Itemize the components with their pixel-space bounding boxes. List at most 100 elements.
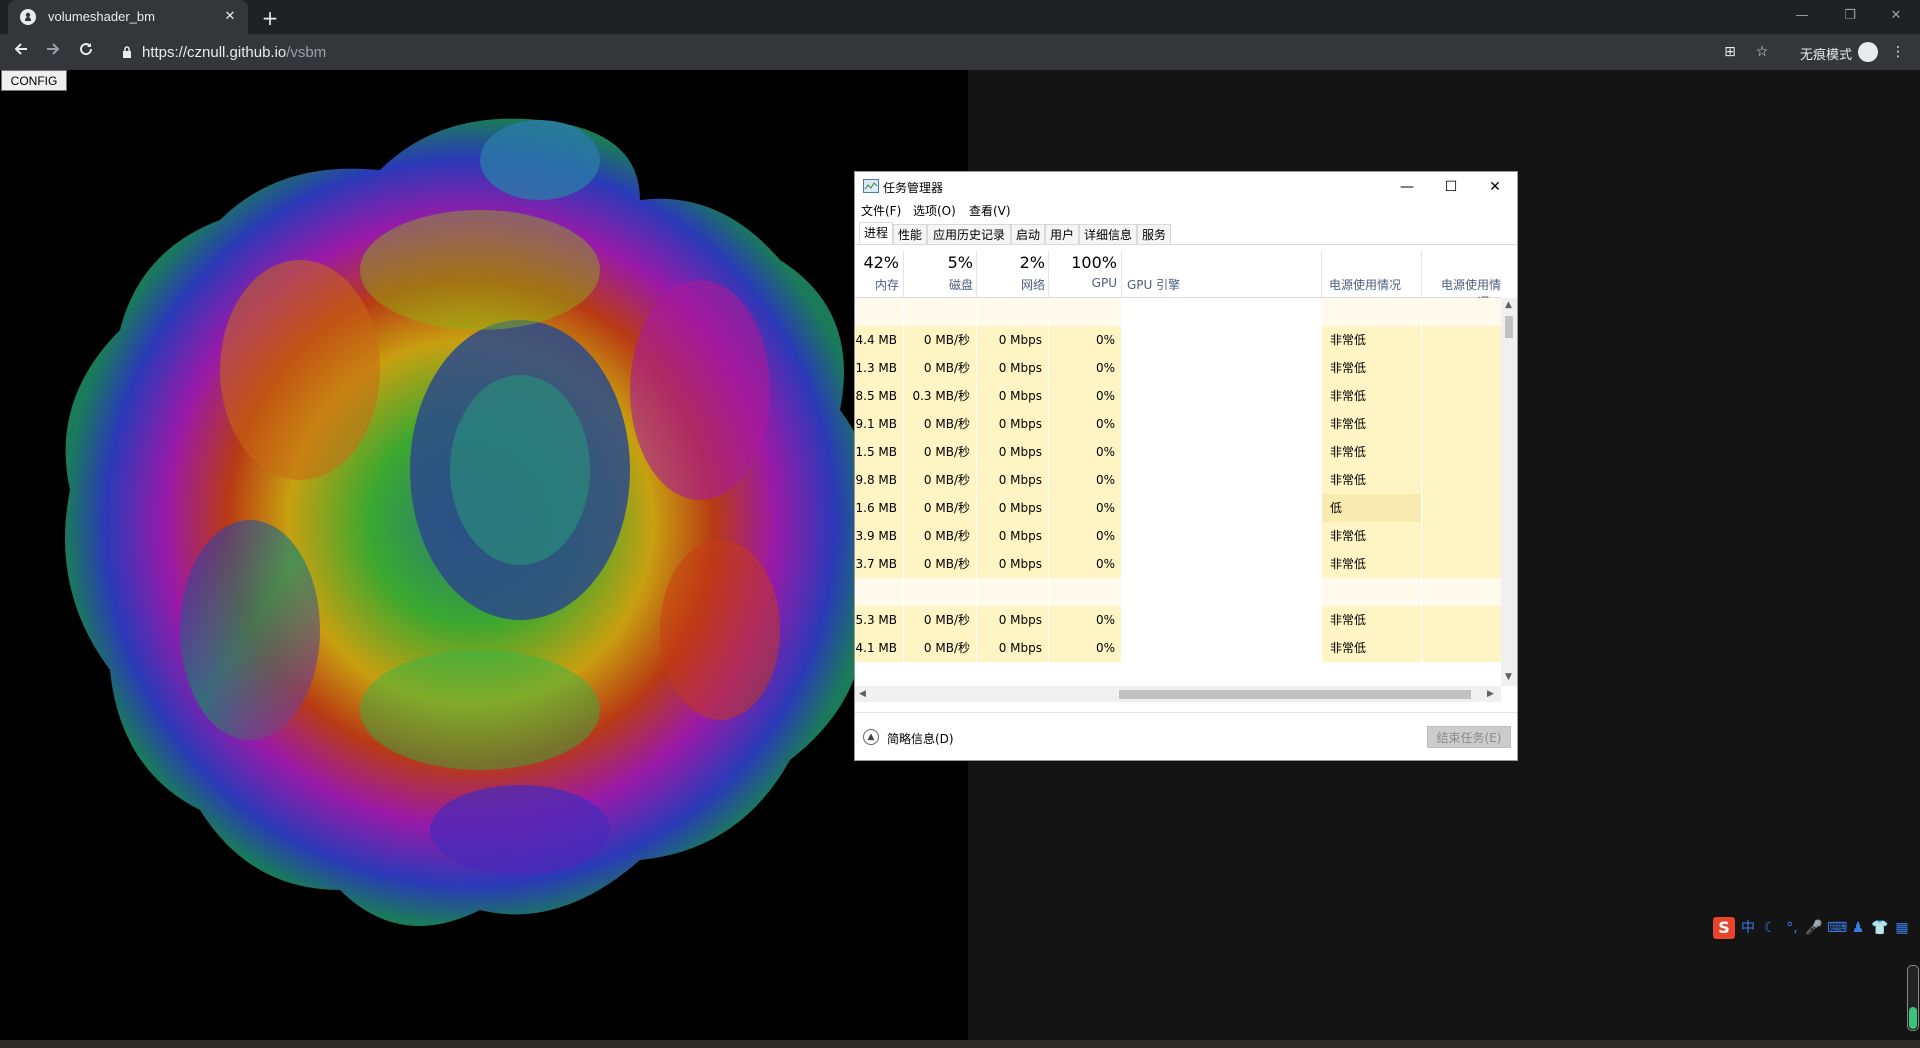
ime-toolbox-icon[interactable]: ▦ [1895,920,1909,936]
cell-eng [1122,382,1321,410]
column-divider[interactable] [1421,251,1422,297]
process-row[interactable] [855,298,1501,326]
minimize-button[interactable]: — [1795,8,1809,23]
fewer-details-link[interactable]: 简略信息(D) [887,732,954,746]
cell-trend [1422,634,1501,662]
process-row[interactable]: 1.3 MB 0 MB/秒 0 Mbps 0% 非常低 [855,354,1501,382]
tab-services[interactable]: 服务 [1137,224,1171,244]
tab-processes[interactable]: 进程 [859,222,893,244]
tab-users[interactable]: 用户 [1045,224,1079,244]
cell-power: 非常低 [1322,634,1421,662]
process-row[interactable]: 9.1 MB 0 MB/秒 0 Mbps 0% 非常低 [855,410,1501,438]
cell-eng [1122,410,1321,438]
column-divider[interactable] [1321,251,1322,297]
cell-disk: 0 MB/秒 [904,438,976,466]
cell-net: 0 Mbps [977,354,1048,382]
process-row[interactable]: 8.5 MB 0.3 MB/秒 0 Mbps 0% 非常低 [855,382,1501,410]
cell-gpu [1049,578,1121,606]
cell-trend [1422,522,1501,550]
cell-mem: 4.4 MB [855,326,903,354]
cell-trend [1422,326,1501,354]
scroll-up-icon[interactable]: ▲ [1505,300,1512,310]
process-row[interactable]: 9.8 MB 0 MB/秒 0 Mbps 0% 非常低 [855,466,1501,494]
cell-trend [1422,494,1501,522]
menu-icon[interactable]: ⋮ [1891,44,1905,60]
close-window-button[interactable]: ✕ [1890,8,1902,23]
incognito-icon[interactable] [1858,42,1878,62]
cell-gpu: 0% [1049,326,1121,354]
process-row[interactable]: 4.1 MB 0 MB/秒 0 Mbps 0% 非常低 [855,634,1501,662]
tm-close-button[interactable]: ✕ [1489,179,1501,195]
tab-app-history[interactable]: 应用历史记录 [927,224,1011,244]
cell-net: 0 Mbps [977,466,1048,494]
translate-icon[interactable]: ⊞ [1724,44,1736,60]
tm-maximize-button[interactable]: ☐ [1444,179,1458,195]
menu-file[interactable]: 文件(F) [861,204,902,218]
reload-button[interactable] [74,40,98,64]
process-row[interactable]: 4.4 MB 0 MB/秒 0 Mbps 0% 非常低 [855,326,1501,354]
process-row[interactable]: 3.7 MB 0 MB/秒 0 Mbps 0% 非常低 [855,550,1501,578]
process-row[interactable]: 1.6 MB 0 MB/秒 0 Mbps 0% 低 [855,494,1501,522]
tab-details[interactable]: 详细信息 [1079,224,1137,244]
ime-voice-icon[interactable]: 🎤 [1805,920,1823,936]
cell-eng [1122,298,1321,326]
scroll-left-icon[interactable]: ◀ [859,689,866,699]
cell-mem: 9.1 MB [855,410,903,438]
process-list: 4.4 MB 0 MB/秒 0 Mbps 0% 非常低 1.3 MB 0 MB/秒 0 Mbp… [855,298,1501,678]
fractal-render-canvas[interactable] [0,70,968,1040]
cell-net: 0 Mbps [977,522,1048,550]
restore-button[interactable]: ❐ [1844,8,1856,23]
column-divider[interactable] [1121,251,1122,297]
tab-performance[interactable]: 性能 [893,224,927,244]
ime-halfwidth-icon[interactable]: ☾ [1763,920,1777,936]
back-button[interactable] [9,40,33,64]
ime-skin-icon[interactable]: 👕 [1871,920,1889,936]
chevron-up-icon[interactable]: ▲ [863,729,879,745]
menu-view[interactable]: 查看(V) [969,204,1011,218]
vertical-scrollbar[interactable]: ▲ ▼ [1501,298,1517,686]
process-row[interactable] [855,578,1501,606]
menu-options[interactable]: 选项(O) [913,204,956,218]
tab-startup[interactable]: 启动 [1011,224,1045,244]
ime-user-icon[interactable]: ♟ [1851,920,1865,936]
column-divider[interactable] [976,251,977,297]
cell-disk: 0 MB/秒 [904,634,976,662]
scroll-down-icon[interactable]: ▼ [1505,672,1512,682]
horizontal-scrollbar[interactable]: ◀ ▶ [855,686,1501,702]
browser-tab[interactable]: volumeshader_bm ✕ [8,0,248,34]
forward-button[interactable] [41,40,65,64]
end-task-button[interactable]: 结束任务(E) [1427,726,1511,748]
arrow-right-icon [47,43,60,55]
url-text: https://cznull.github.io/vsbm [142,44,327,61]
incognito-label: 无痕模式 [1800,48,1853,63]
vertical-scroll-thumb[interactable] [1505,316,1513,338]
cell-trend [1422,298,1501,326]
ime-punctuation-icon[interactable]: °, [1786,920,1798,936]
tm-minimize-button[interactable]: — [1400,179,1414,195]
cell-net: 0 Mbps [977,634,1048,662]
cell-disk: 0 MB/秒 [904,522,976,550]
task-manager-titlebar[interactable]: 任务管理器 — ☐ ✕ [855,172,1517,202]
horizontal-scroll-thumb[interactable] [1119,690,1471,699]
address-bar[interactable]: https://cznull.github.io/vsbm [112,38,1772,66]
cell-gpu: 0% [1049,438,1121,466]
ime-keyboard-icon[interactable]: ⌨ [1827,920,1848,936]
scroll-right-icon[interactable]: ▶ [1487,689,1494,699]
cell-disk: 0 MB/秒 [904,326,976,354]
task-manager-window[interactable]: 任务管理器 — ☐ ✕ 文件(F) 选项(O) 查看(V) 进程 性能 应用历史… [854,171,1518,761]
process-row[interactable]: 3.9 MB 0 MB/秒 0 Mbps 0% 非常低 [855,522,1501,550]
cell-net: 0 Mbps [977,438,1048,466]
cell-trend [1422,466,1501,494]
column-divider[interactable] [1048,251,1049,297]
ime-language-icon[interactable]: 中 [1741,920,1755,936]
tab-close-icon[interactable]: ✕ [224,9,236,24]
process-row[interactable]: 1.5 MB 0 MB/秒 0 Mbps 0% 非常低 [855,438,1501,466]
new-tab-button[interactable]: + [261,6,279,30]
sogou-logo-icon[interactable]: S [1713,917,1735,939]
star-icon[interactable]: ☆ [1755,44,1769,60]
config-button[interactable]: CONFIG [1,70,67,91]
column-divider[interactable] [903,251,904,297]
cell-gpu: 0% [1049,382,1121,410]
process-row[interactable]: 5.3 MB 0 MB/秒 0 Mbps 0% 非常低 [855,606,1501,634]
cell-gpu: 0% [1049,522,1121,550]
